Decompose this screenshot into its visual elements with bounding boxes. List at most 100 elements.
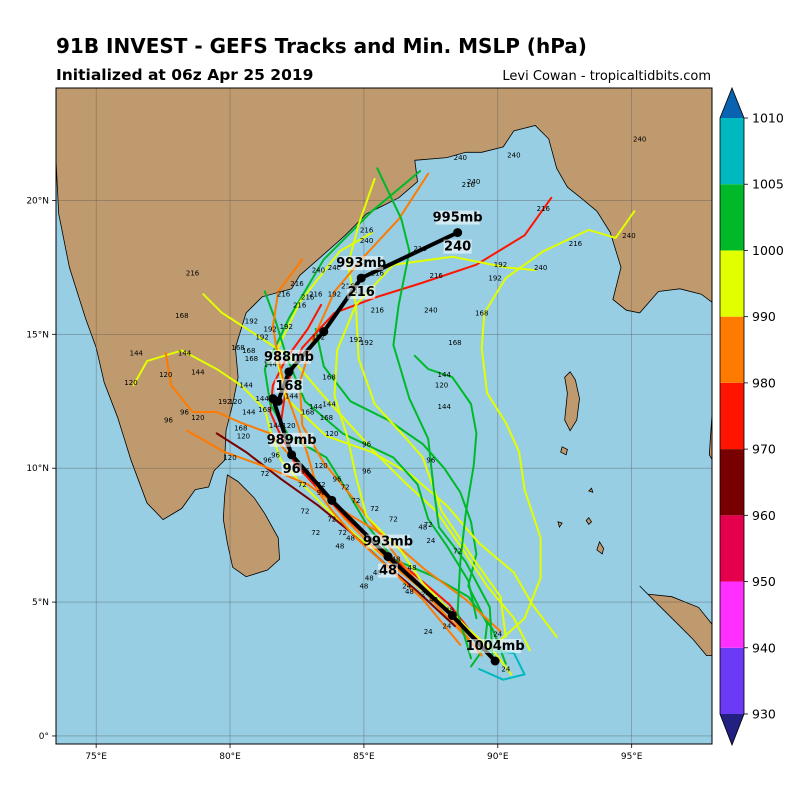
colorbar-label: 950 <box>752 574 776 589</box>
land-shape-3 <box>639 585 712 657</box>
mean-hour-label-bg <box>378 563 399 578</box>
hour-label: 72 <box>341 483 350 491</box>
member-track-16 <box>413 354 478 660</box>
colorbar-label: 960 <box>752 508 776 523</box>
mean-hour-label: 96 <box>283 462 301 477</box>
hour-label: 168 <box>475 309 488 317</box>
member-track-4 <box>263 170 507 665</box>
hour-label: 24 <box>493 631 502 639</box>
colorbar-label: 980 <box>752 375 776 390</box>
mslp-label: 993mb <box>363 535 413 550</box>
hour-label: 120 <box>159 371 172 379</box>
mean-hour-label: 216 <box>348 285 375 300</box>
member-track-14 <box>263 290 478 620</box>
mslp-label-bg <box>469 638 522 653</box>
hour-label: 24 <box>421 591 430 599</box>
hour-label: 144 <box>255 395 269 403</box>
hour-label: 24 <box>402 583 411 591</box>
land-shape-6 <box>596 540 605 555</box>
hour-label: 168 <box>322 374 335 382</box>
hour-label: 72 <box>370 505 379 513</box>
hour-label: 96 <box>426 457 435 465</box>
hour-label: 96 <box>263 457 272 465</box>
hour-label: 96 <box>271 451 280 459</box>
hour-label: 144 <box>285 392 299 400</box>
hour-label: 168 <box>320 414 333 422</box>
hour-label: 72 <box>389 516 398 524</box>
member-track-0 <box>314 328 489 668</box>
mean-track-point <box>383 552 393 562</box>
hour-label: 216 <box>309 291 323 299</box>
hour-label: 48 <box>365 574 374 582</box>
mean-hour-label-bg <box>347 285 376 300</box>
init-time: Initialized at 06z Apr 25 2019 <box>56 66 314 84</box>
land-shape-5 <box>560 446 568 456</box>
hour-label: 216 <box>462 181 476 189</box>
mslp-label-bg <box>366 534 411 549</box>
hour-label: 168 <box>234 425 247 433</box>
mean-track-point <box>490 656 500 666</box>
hour-label: 72 <box>338 529 347 537</box>
hour-label: 216 <box>277 291 291 299</box>
colorbar-segment-8 <box>720 118 744 185</box>
colorbar-segment-6 <box>720 250 744 317</box>
hour-label: 24 <box>424 628 433 636</box>
mean-hour-label: 48 <box>379 564 397 579</box>
mean-hour-label-bg <box>443 239 472 254</box>
hour-label: 240 <box>467 178 480 186</box>
mean-track-point <box>327 495 337 505</box>
mean-track-point <box>319 327 329 337</box>
hour-label: 216 <box>290 280 304 288</box>
lat-tick-label: 10°N <box>26 464 49 474</box>
mslp-label: 993mb <box>336 256 386 271</box>
mslp-label: 989mb <box>267 433 317 448</box>
hour-label: 240 <box>360 237 373 245</box>
hour-label: 240 <box>507 151 520 159</box>
hour-label: 192 <box>245 317 258 325</box>
lon-tick-label: 75°E <box>85 752 107 762</box>
colorbar-label: 990 <box>752 309 776 324</box>
hour-label: 144 <box>309 403 323 411</box>
hour-label: 96 <box>180 408 189 416</box>
lon-tick-label: 80°E <box>219 752 241 762</box>
hour-label: 192 <box>494 261 507 269</box>
hour-label: 168 <box>231 344 244 352</box>
mean-hour-label-bg <box>274 378 303 393</box>
hour-label: 48 <box>408 564 417 572</box>
land-shape-7 <box>585 517 593 526</box>
colorbar-label: 1005 <box>752 177 784 192</box>
land-shape-2 <box>708 414 712 461</box>
lat-tick-label: 0° <box>39 732 49 742</box>
hour-label: 216 <box>301 293 315 301</box>
hour-label: 168 <box>242 347 255 355</box>
mslp-label: 995mb <box>433 211 483 226</box>
hour-label: 144 <box>178 350 192 358</box>
mean-track-point <box>453 228 463 238</box>
lon-tick-label: 90°E <box>487 752 509 762</box>
hour-label: 144 <box>242 408 256 416</box>
hour-label: 216 <box>430 272 444 280</box>
colorbar-segment-3 <box>720 449 744 516</box>
hour-label: 168 <box>245 355 258 363</box>
hour-label: 144 <box>269 422 283 430</box>
hour-label: 72 <box>424 521 433 529</box>
hour-label: 96 <box>362 441 371 449</box>
hour-label: 72 <box>298 481 307 489</box>
hour-label: 96 <box>317 489 326 497</box>
ensemble-mean-track: 1004mb993mb48989mb96988mb168993mb216995m… <box>264 210 525 666</box>
colorbar-extend-low <box>720 714 744 745</box>
hour-label: 216 <box>360 226 374 234</box>
hour-label: 72 <box>317 481 326 489</box>
lon-tick-label: 95°E <box>621 752 643 762</box>
colorbar-label: 970 <box>752 442 776 457</box>
hour-label: 216 <box>371 307 385 315</box>
hour-label: 120 <box>124 379 137 387</box>
hour-label: 72 <box>327 516 336 524</box>
hour-label: 96 <box>164 417 173 425</box>
mean-track-point <box>287 450 297 460</box>
colorbar-segment-7 <box>720 184 744 251</box>
mslp-label-bg <box>269 432 314 447</box>
mslp-colorbar: 930 940 950 960 970 980 990 1000 1005 1010 <box>719 86 784 747</box>
mean-track-point <box>273 396 283 406</box>
